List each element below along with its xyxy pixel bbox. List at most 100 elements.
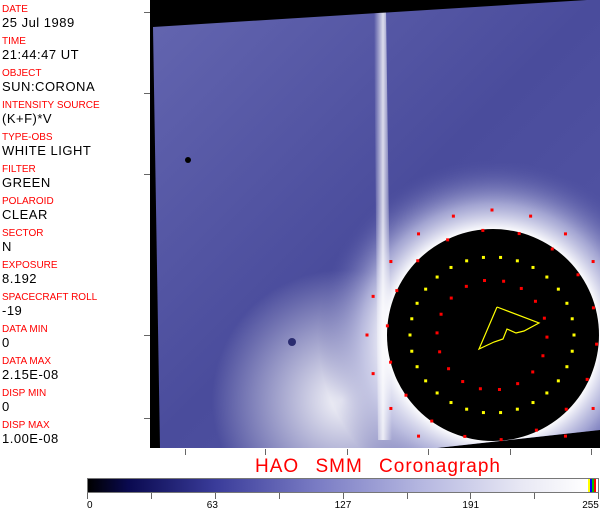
overlay-marker-red: [563, 434, 567, 438]
overlay-marker-red: [430, 419, 434, 423]
overlay-marker-yellow: [565, 365, 569, 369]
field-label: SECTOR: [2, 228, 44, 239]
axis-tick: [428, 449, 429, 455]
overlay-marker-yellow: [465, 259, 469, 263]
field-label: TIME: [2, 36, 26, 47]
overlay-marker-red: [438, 350, 442, 354]
overlay-marker-red: [404, 393, 408, 397]
axis-tick: [185, 449, 186, 455]
overlay-marker-red: [389, 406, 393, 410]
overlay-marker-red: [449, 296, 453, 300]
overlay-marker-red: [483, 279, 487, 283]
colorbar-tick: [406, 493, 408, 499]
axis-tick: [144, 12, 150, 13]
field-label: DATE: [2, 4, 28, 15]
overlay-marker-yellow: [410, 349, 414, 353]
overlay-marker-red: [464, 284, 468, 288]
colorbar-overlay-swatch: [588, 479, 590, 492]
field-label: FILTER: [2, 164, 36, 175]
overlay-marker-yellow: [410, 317, 414, 321]
overlay-marker-yellow: [449, 265, 453, 269]
colorbar-tick: [470, 493, 472, 499]
overlay-marker-yellow: [424, 287, 428, 291]
colorbar-tick-label: 255: [582, 500, 599, 511]
axis-tick: [144, 418, 150, 419]
overlay-marker-yellow: [499, 411, 503, 415]
colorbar-tick: [534, 493, 536, 499]
overlay-marker-red: [395, 289, 399, 293]
overlay-marker-red: [564, 407, 568, 411]
overlay-marker-yellow: [531, 265, 535, 269]
colorbar-overlay-swatch: [594, 479, 596, 492]
overlay-marker-yellow: [515, 259, 519, 263]
overlay-marker-yellow: [499, 255, 503, 259]
overlay-marker-red: [542, 316, 546, 320]
overlay-marker-red: [545, 335, 549, 339]
field-value: 8.192: [2, 271, 38, 286]
field-value: GREEN: [2, 175, 51, 190]
plot-title: HAO SMM Coronagraph: [255, 456, 501, 477]
field-value: WHITE LIGHT: [2, 143, 92, 158]
coronagraph-image-view[interactable]: [152, 0, 600, 448]
overlay-marker-red: [591, 406, 595, 410]
overlay-marker-yellow: [556, 287, 560, 291]
axis-tick: [347, 449, 348, 455]
axis-tick: [265, 449, 266, 455]
coronagraph-image: [153, 0, 600, 448]
field-label: SPACECRAFT ROLL: [2, 292, 98, 303]
overlay-marker-yellow: [465, 407, 469, 411]
field-label: DISP MIN: [2, 388, 47, 399]
field-label: DISP MAX: [2, 420, 50, 431]
colorbar-tick: [214, 493, 216, 499]
colorbar-tick: [598, 493, 600, 499]
colorbar-tick: [87, 493, 88, 499]
field-label: EXPOSURE: [2, 260, 58, 271]
colorbar-tick: [150, 493, 152, 499]
overlay-marker-yellow: [572, 333, 576, 337]
overlay-marker-red: [563, 232, 567, 236]
overlay-marker-red: [439, 312, 443, 316]
overlay-marker-yellow: [435, 275, 439, 279]
field-value: N: [2, 239, 12, 254]
overlay-marker-red: [490, 208, 494, 212]
field-value: 21:44:47 UT: [2, 47, 80, 62]
overlay-marker-red: [461, 380, 465, 384]
overlay-polygon: [477, 306, 541, 351]
colorbar-tick-label: 63: [206, 500, 218, 511]
overlay-marker-red: [371, 372, 375, 376]
overlay-marker-yellow: [481, 255, 485, 259]
axis-tick: [144, 93, 150, 94]
field-value: 2.15E-08: [2, 367, 59, 382]
overlay-marker-red: [541, 354, 545, 358]
overlay-marker-yellow: [570, 349, 574, 353]
overlay-marker-red: [585, 377, 589, 381]
axis-tick: [591, 449, 592, 455]
colorbar-tick: [278, 493, 280, 499]
overlay-marker-yellow: [481, 411, 485, 415]
field-value: 0: [2, 335, 10, 350]
axis-tick: [510, 449, 511, 455]
overlay-marker-yellow: [435, 391, 439, 395]
overlay-marker-red: [499, 438, 503, 442]
overlay-marker-red: [478, 387, 482, 391]
overlay-marker-red: [385, 324, 389, 328]
overlay-marker-red: [463, 434, 467, 438]
overlay-marker-red: [550, 247, 554, 251]
overlay-marker-yellow: [515, 407, 519, 411]
colorbar-tick: [342, 493, 344, 499]
overlay-marker-yellow: [415, 301, 419, 305]
overlay-marker-red: [516, 382, 520, 386]
colorbar-overlay-swatch: [590, 479, 592, 492]
overlay-marker-red: [497, 387, 501, 391]
field-value: SUN:CORONA: [2, 79, 96, 94]
overlay-marker-red: [576, 273, 580, 277]
overlay-marker-yellow: [570, 317, 574, 321]
overlay-marker-red: [417, 434, 421, 438]
overlay-marker-red: [371, 294, 375, 298]
overlay-marker-red: [533, 299, 537, 303]
field-label: POLAROID: [2, 196, 54, 207]
overlay-marker-red: [595, 342, 599, 346]
overlay-marker-red: [416, 259, 420, 263]
overlay-marker-red: [591, 306, 595, 310]
overlay-marker-yellow: [408, 333, 412, 337]
